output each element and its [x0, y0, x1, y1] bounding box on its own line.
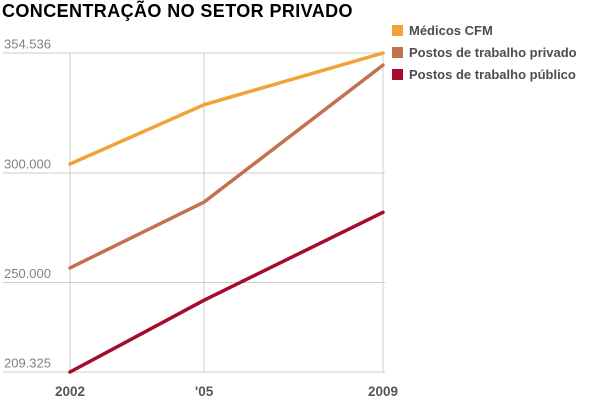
- series-line: [68, 51, 385, 166]
- legend-item: Médicos CFM: [392, 22, 577, 39]
- y-tick-label: 209.325: [4, 356, 51, 371]
- chart-title: CONCENTRAÇÃO NO SETOR PRIVADO: [2, 1, 353, 21]
- x-tick-label: 2009: [368, 384, 398, 399]
- legend-label: Médicos CFM: [409, 23, 493, 38]
- series-line: [68, 210, 385, 374]
- legend-item: Postos de trabalho privado: [392, 44, 577, 61]
- legend-label: Postos de trabalho público: [409, 67, 576, 82]
- legend-label: Postos de trabalho privado: [409, 45, 577, 60]
- legend-item: Postos de trabalho público: [392, 66, 577, 83]
- legend: Médicos CFM Postos de trabalho privado P…: [392, 22, 577, 88]
- y-tick-label: 300.000: [4, 156, 51, 171]
- legend-swatch-medicos-cfm: [392, 25, 403, 36]
- x-tick-label: 2002: [55, 384, 85, 399]
- y-tick-label: 354.536: [4, 37, 51, 52]
- legend-swatch-postos-publico: [392, 69, 403, 80]
- x-tick-label: '05: [195, 384, 214, 399]
- y-tick-label: 250.000: [4, 266, 51, 281]
- series-line: [68, 63, 385, 270]
- legend-swatch-postos-privado: [392, 47, 403, 58]
